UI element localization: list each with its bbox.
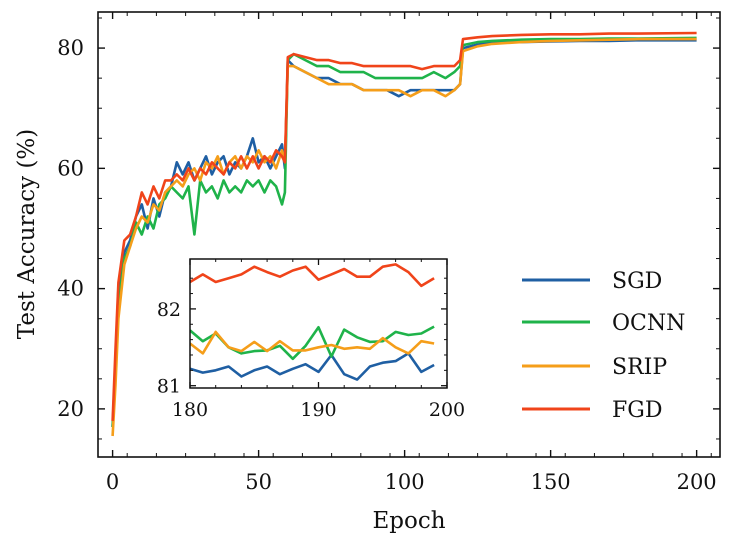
y-tick-label: 40 <box>57 277 84 301</box>
y-tick-label: 80 <box>57 36 84 60</box>
series-line-srip <box>111 37 697 437</box>
y-tick-label: 20 <box>57 397 84 421</box>
x-axis-label: Epoch <box>372 508 445 534</box>
y-axis-label: Test Accuracy (%) <box>14 129 40 339</box>
inset-x-tick-label: 200 <box>429 399 465 421</box>
x-tick-label: 150 <box>531 470 571 494</box>
inset-y-tick-label: 81 <box>157 376 181 398</box>
legend-label-srip: SRIP <box>612 355 667 380</box>
main-series-group <box>111 31 697 437</box>
legend-label-sgd: SGD <box>612 269 662 294</box>
x-tick-label: 50 <box>245 470 272 494</box>
inset-x-tick-label: 190 <box>300 399 336 421</box>
legend-label-fgd: FGD <box>612 398 662 423</box>
series-line-fgd <box>111 31 697 421</box>
plot-frame <box>97 11 721 458</box>
inset-series-group <box>190 263 435 381</box>
legend: SGD OCNN SRIP FGD <box>522 269 685 423</box>
x-tick-label: 0 <box>106 470 119 494</box>
inset-series-line-srip <box>190 330 435 355</box>
main-tick-marks <box>97 12 720 457</box>
inset-y-tick-label: 82 <box>157 299 181 321</box>
inset-series-line-fgd <box>190 263 435 288</box>
y-tick-label: 60 <box>57 156 84 180</box>
x-tick-label: 100 <box>385 470 425 494</box>
inset-tick-marks <box>189 259 448 388</box>
legend-label-ocnn: OCNN <box>612 311 685 336</box>
inset-series-line-sgd <box>190 352 435 381</box>
x-tick-label: 200 <box>677 470 717 494</box>
inset-x-tick-label: 180 <box>172 399 208 421</box>
